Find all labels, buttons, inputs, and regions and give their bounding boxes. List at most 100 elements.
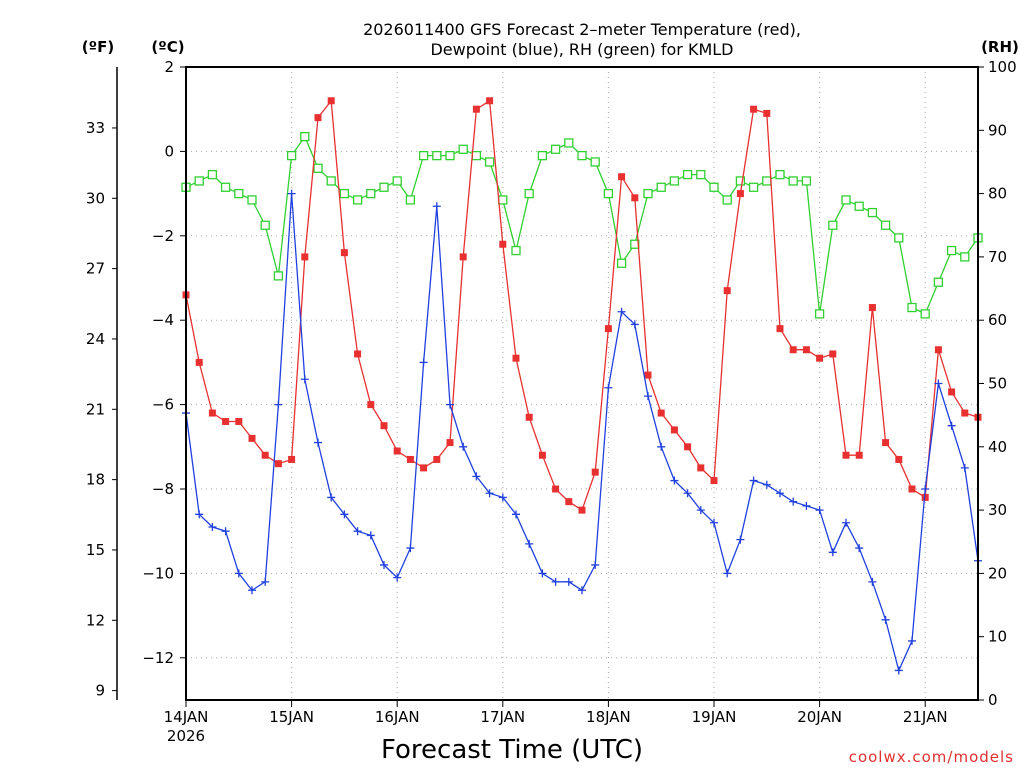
data-point [445, 150, 455, 161]
data-point [538, 569, 547, 578]
x-tick-label: 14JAN [164, 708, 209, 726]
data-point [326, 176, 336, 186]
data-point [550, 144, 561, 154]
data-point [657, 442, 666, 451]
data-point [723, 569, 732, 578]
data-point [537, 150, 548, 161]
data-point [763, 109, 771, 117]
rh-tick-label: 40 [988, 438, 1007, 456]
data-point [710, 477, 718, 485]
series-2-meter-temperature [182, 97, 982, 514]
data-point [577, 150, 587, 161]
data-point [710, 518, 718, 527]
data-point [920, 309, 930, 319]
fahrenheit-tick-label: 9 [95, 682, 105, 700]
data-point [948, 388, 956, 396]
data-point [880, 220, 891, 230]
rh-tick-label: 30 [988, 501, 1007, 519]
data-point [366, 531, 375, 540]
data-point [696, 169, 706, 180]
data-point [406, 544, 415, 553]
data-point [301, 253, 309, 261]
data-point [486, 97, 494, 105]
data-point [643, 188, 653, 199]
data-point [960, 463, 969, 472]
data-point [405, 195, 416, 205]
data-point [524, 188, 534, 199]
data-point [696, 506, 705, 515]
fahrenheit-tick-label: 21 [86, 400, 105, 418]
series-line [185, 135, 979, 315]
data-point [842, 518, 850, 527]
data-point [472, 472, 481, 481]
data-point [353, 527, 362, 536]
data-point [736, 190, 744, 198]
data-point [274, 400, 283, 409]
rh-tick-label: 90 [988, 121, 1007, 139]
series-layer [181, 97, 983, 675]
fahrenheit-tick-label: 15 [86, 541, 105, 559]
data-point [604, 325, 612, 333]
data-point [313, 163, 323, 173]
celsius-tick-label: −8 [152, 480, 174, 498]
data-point [748, 182, 759, 192]
data-point [327, 97, 335, 105]
data-point [352, 195, 363, 205]
data-point [248, 586, 256, 595]
data-point [815, 506, 824, 515]
data-point [788, 176, 798, 186]
data-point [552, 485, 560, 493]
data-point [247, 195, 257, 205]
data-point [420, 464, 428, 472]
data-point [367, 401, 375, 409]
data-point [340, 249, 348, 257]
x-tick-label: 15JAN [269, 708, 314, 726]
data-point [260, 220, 270, 230]
series-dewpoint [182, 189, 982, 675]
data-point [908, 485, 916, 493]
data-point [670, 426, 678, 434]
data-point [775, 169, 785, 180]
rh-tick-label: 100 [988, 58, 1017, 76]
x-tick-label: 21JAN [903, 708, 948, 726]
data-point [644, 392, 652, 401]
data-point [669, 176, 680, 186]
data-point [234, 569, 243, 578]
grid [186, 67, 978, 700]
data-point [471, 150, 482, 161]
x-tick-label: 16JAN [375, 708, 420, 726]
data-point [314, 114, 322, 122]
fahrenheit-tick-label: 12 [86, 611, 105, 629]
celsius-tick-label: −12 [142, 649, 174, 667]
x-tick-sublabel: 2026 [167, 727, 205, 745]
data-point [459, 442, 468, 451]
data-point [234, 188, 244, 199]
rh-tick-label: 10 [988, 628, 1007, 646]
rh-tick-label: 0 [988, 691, 998, 709]
data-point [418, 150, 429, 161]
data-point [894, 666, 903, 675]
data-point [564, 577, 573, 586]
data-point [484, 157, 495, 167]
data-point [921, 485, 930, 493]
data-point [921, 493, 929, 501]
x-axis-title: Forecast Time (UTC) [381, 735, 643, 765]
data-point [221, 527, 230, 536]
data-point [287, 189, 296, 198]
data-point [220, 182, 231, 192]
fahrenheit-tick-label: 30 [86, 189, 105, 207]
data-point [855, 544, 864, 553]
data-point [670, 476, 679, 485]
x-tick-label: 17JAN [480, 708, 525, 726]
data-point [855, 451, 863, 459]
data-point [590, 157, 600, 167]
data-point [419, 358, 428, 367]
chart-title-line-1: 2026011400 GFS Forecast 2–meter Temperat… [363, 20, 801, 39]
data-point [498, 493, 507, 502]
rh-tick-label: 20 [988, 564, 1007, 582]
data-point [828, 220, 838, 230]
data-point [934, 346, 942, 354]
data-point [235, 417, 243, 425]
